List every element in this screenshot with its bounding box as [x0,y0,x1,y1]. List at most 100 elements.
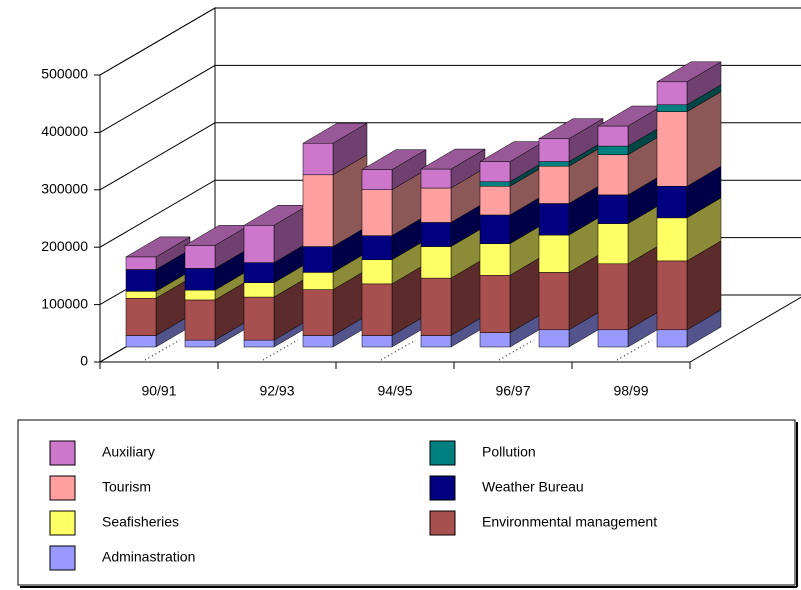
legend-swatch [49,545,76,571]
grid-line [99,64,801,133]
bar-segment [538,165,570,204]
bar-segment [479,275,511,333]
bar-top [420,148,486,170]
x-tick-label: 90/91 [141,383,176,399]
legend-swatch [49,510,76,536]
bar-segment [538,272,570,331]
legend-swatch [49,475,76,501]
bar-segment [656,186,688,219]
legend-label: Pollution [482,444,536,460]
legend-swatch [429,510,456,536]
bar-segment [243,296,275,341]
floor-divider [262,339,299,361]
bar-segment [420,277,452,336]
legend-label: Seafisheries [102,514,179,530]
y-tick-label: 100000 [41,295,88,311]
bar-segment [184,245,216,269]
bar-segment [656,104,688,112]
bar-segment [538,329,570,348]
floor-divider [616,339,653,361]
bar-segment [302,289,334,336]
bar-segment [479,181,511,187]
bar-segment [125,297,157,336]
bar-segment [538,161,570,167]
floor-divider [144,339,181,361]
bar-segment [420,187,452,223]
bar-segment [656,81,688,106]
bar-segment [243,262,275,283]
bar-segment [479,214,511,244]
bar-segment [302,142,334,176]
bar-segment [361,189,393,236]
y-tick-label: 500000 [41,66,88,82]
bar-segment [538,203,570,236]
bar-segment [597,263,629,331]
bar-segment [479,161,511,182]
bar-segment [479,186,511,216]
bar-segment [538,234,570,273]
bar-segment [656,111,688,187]
bar-segment [420,246,452,279]
bar-segment [479,243,511,276]
bar-segment [125,256,157,270]
y-tick-label: 0 [80,353,88,369]
legend-label: Environmental management [482,514,657,530]
bar-segment [597,154,629,196]
bar-segment [597,223,629,265]
legend-swatch [429,475,456,501]
bar-segment [420,168,452,189]
bar-segment [597,145,629,155]
bar-top [656,61,722,83]
legend-label: Tourism [102,479,151,495]
bar-segment [302,335,334,348]
bar-segment [597,125,629,147]
x-tick-label: 96/97 [495,383,530,399]
bar-top [361,149,427,170]
bar-segment [656,260,688,331]
legend-swatch [429,440,456,466]
bar-top [302,122,368,144]
bar-segment [125,335,157,348]
bar-segment [125,291,157,299]
bar-segment [125,269,157,292]
y-tick-label: 300000 [41,181,88,197]
bar-segment [302,272,334,290]
plot-area: 0 100000 200000 300000 400000 500000 90/91 92/9… [41,7,801,399]
bar-segment [597,329,629,348]
y-tick-label: 200000 [41,238,88,254]
bar-segment [361,169,393,190]
floor-divider [498,339,535,361]
bar-segment [361,335,393,348]
bar-segment [420,222,452,247]
x-tick-label: 98/99 [613,383,648,399]
bar-segment [361,259,393,285]
bar-segment [243,339,275,348]
bar-segment [656,329,688,348]
bar-segment [479,332,511,348]
bar-segment [302,174,334,247]
bar-segment [243,225,275,263]
bar-segment [184,268,216,291]
bar-segment [361,283,393,336]
bar-segment [656,217,688,262]
legend-box [17,419,796,586]
legend-swatch [49,440,76,466]
x-tick-label: 92/93 [259,383,294,399]
bar-segment [302,246,334,273]
bar-segment [361,235,393,261]
bar-segment [184,339,216,348]
bar-segment [420,335,452,348]
bar-top [538,118,604,139]
bar-segment [243,282,275,298]
legend-label: Adminastration [102,549,195,565]
legend-label: Auxiliary [102,444,155,460]
grid-line [99,7,801,76]
y-tick-label: 400000 [41,123,88,139]
bar-segment [184,299,216,341]
bar-top [125,236,191,258]
floor-divider [380,339,417,361]
bar-segment [597,194,629,224]
legend-label: Weather Bureau [482,479,584,495]
bar-segment [538,138,570,162]
